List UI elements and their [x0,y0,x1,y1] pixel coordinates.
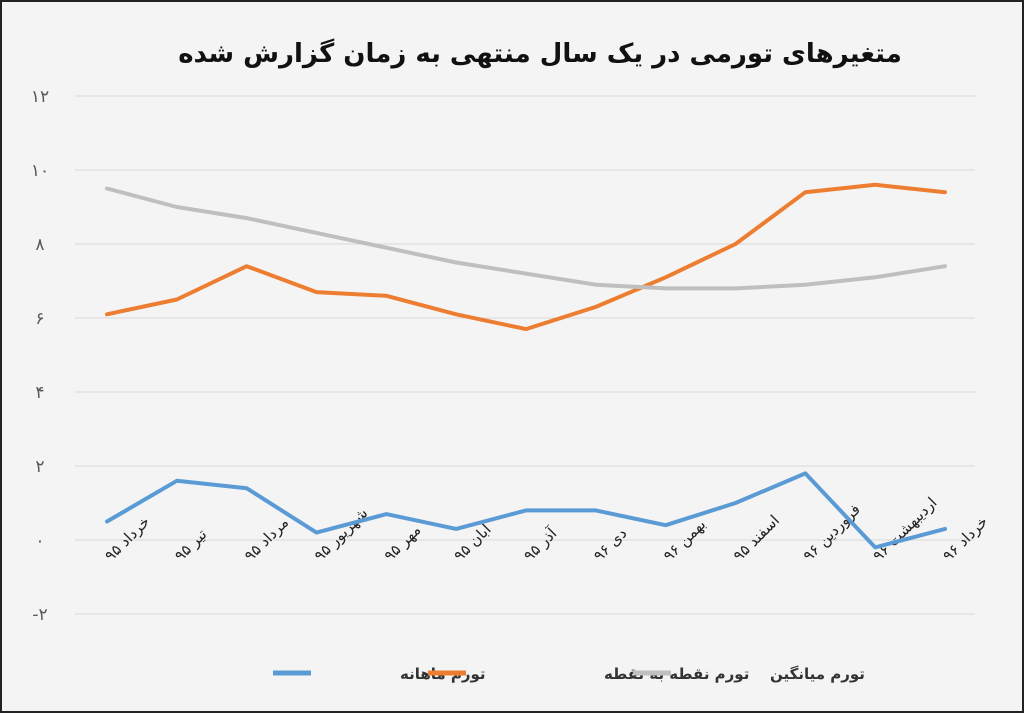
x-tick-label: مرداد ۹۵ [241,513,292,564]
y-tick-label: ۸ [35,235,44,255]
y-tick-label: ۱۰ [31,161,49,181]
legend-label: تورم نقطه به نقطه [604,665,749,683]
y-tick-label: ۶ [35,309,44,329]
series-line-1 [105,182,947,332]
x-tick-label: اسفند ۹۵ [730,511,783,564]
x-tick-label: مهر ۹۵ [380,521,424,565]
x-tick-label: اردیبهشت ۹۶ [869,494,940,565]
y-tick-label: ۰ [35,531,44,551]
y-tick-label: ۴ [35,383,44,403]
x-tick-label: شهریور ۹۵ [311,504,372,565]
y-tick-label: -۲ [32,605,47,625]
y-tick-label: ۲ [35,457,44,477]
x-tick-label: آذر ۹۵ [520,524,561,565]
x-tick-label: دی ۹۶ [590,524,631,565]
x-tick-label: خرداد ۹۶ [939,513,991,565]
legend-label: تورم میانگین [770,665,865,683]
x-tick-label: تیر ۹۵ [171,525,211,565]
x-tick-label: فروردین ۹۶ [799,500,863,564]
y-tick-label: ۱۲ [31,87,49,107]
chart-title: متغیرهای تورمی در یک سال منتهی به زمان گ… [178,38,902,69]
